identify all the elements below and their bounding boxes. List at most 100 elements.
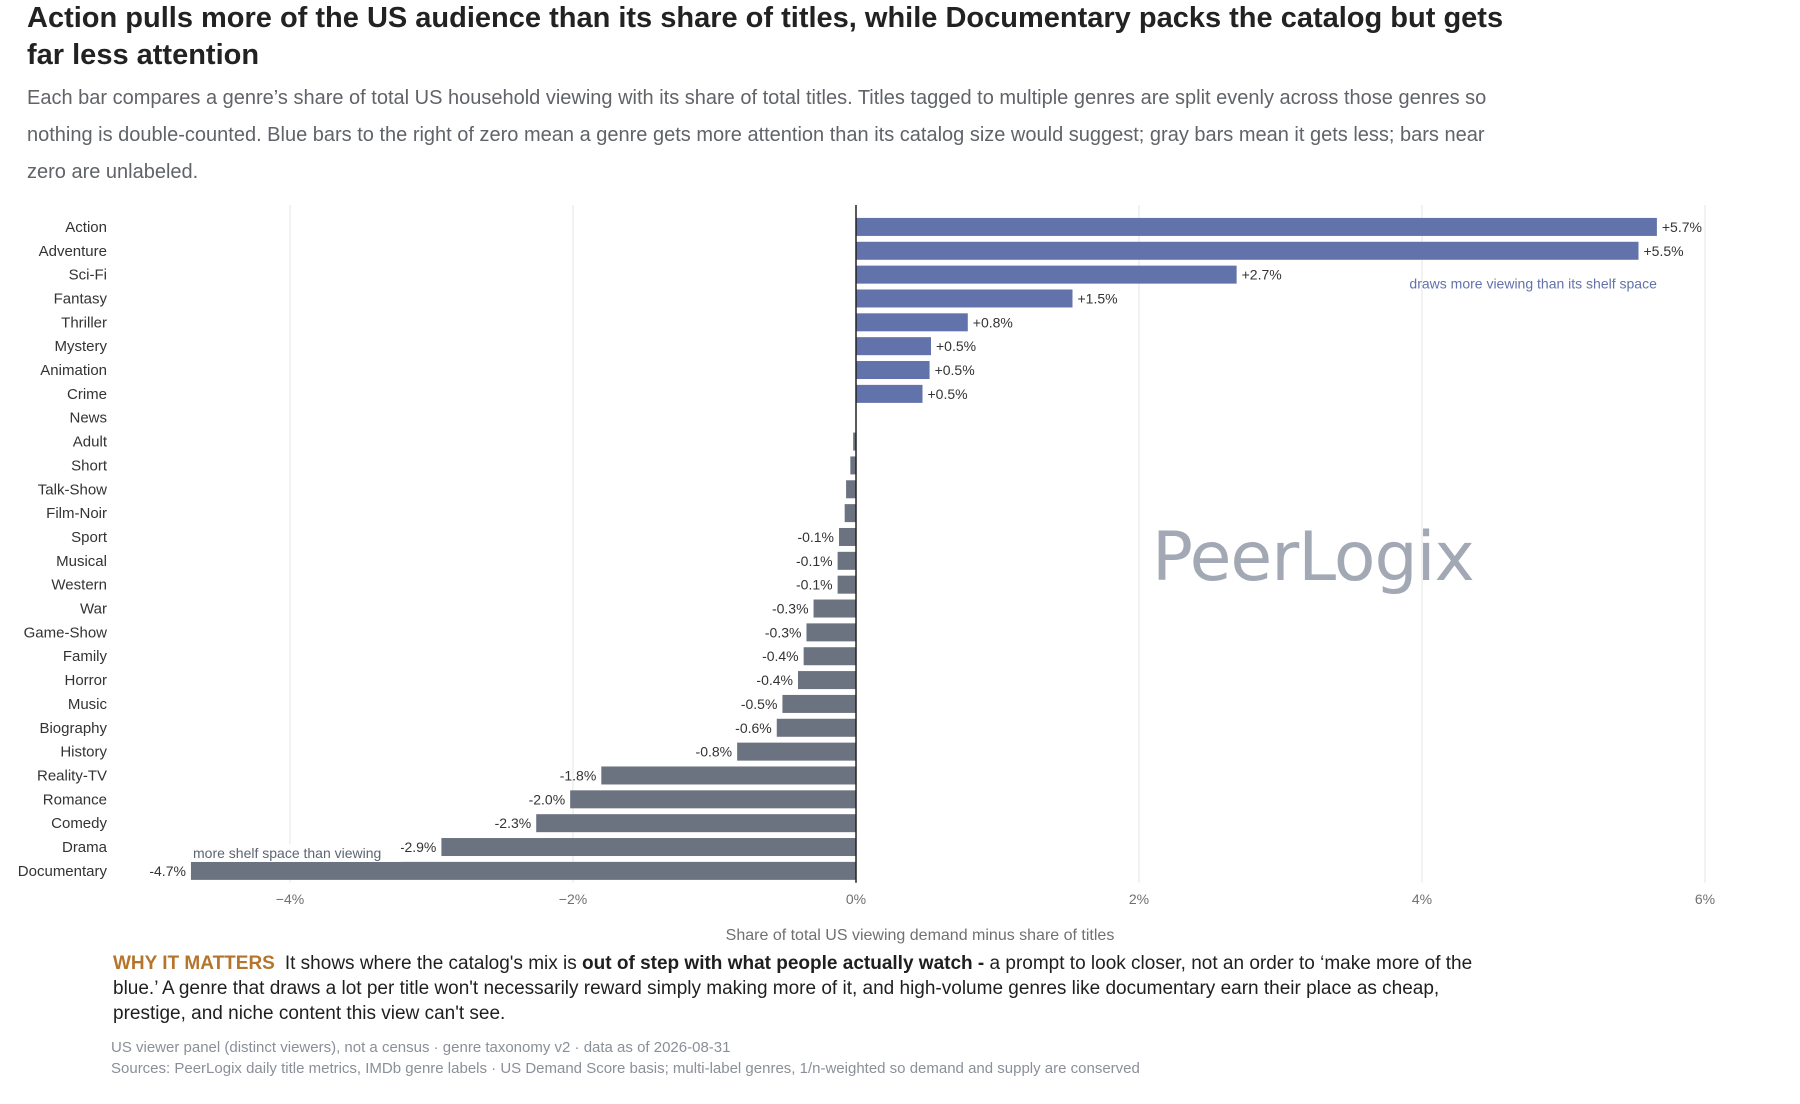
category-label: Thriller	[61, 314, 107, 331]
value-label: -0.3%	[765, 624, 802, 640]
value-label: -0.1%	[796, 553, 833, 569]
value-label: +2.7%	[1242, 267, 1282, 283]
category-label: Game-Show	[24, 624, 108, 641]
category-label: Western	[51, 577, 107, 594]
value-label: -2.3%	[495, 815, 532, 831]
value-label: +0.5%	[928, 386, 968, 402]
category-label: Romance	[43, 791, 107, 808]
watermark-logo: PeerLogix	[1152, 518, 1475, 597]
bar	[737, 742, 856, 761]
value-label: +0.5%	[935, 362, 975, 378]
chart-title: Action pulls more of the US audience tha…	[27, 2, 1504, 71]
why-text-before: It shows where the catalog's mix is	[284, 953, 583, 974]
bar	[797, 671, 856, 690]
why-text-bold: out of step with what people actually wa…	[582, 953, 985, 974]
category-label: Reality-TV	[37, 767, 107, 784]
value-label: -0.8%	[696, 744, 733, 760]
x-tick-label: 4%	[1412, 891, 1432, 907]
category-label: Action	[65, 219, 107, 236]
why-text-after: a prompt to look closer, not an order to…	[113, 953, 1473, 1024]
bar	[856, 217, 1657, 236]
why-it-matters-label: WHY IT MATTERS	[113, 953, 275, 974]
category-label: Talk-Show	[38, 481, 107, 498]
annotation-negative-background	[190, 843, 401, 862]
footer-note: US viewer panel (distinct viewers), not …	[111, 1039, 731, 1056]
value-label: -0.1%	[796, 577, 833, 593]
x-axis-label: Share of total US viewing demand minus s…	[726, 927, 1115, 944]
value-label: -2.0%	[529, 791, 566, 807]
x-tick-label: 0%	[846, 891, 866, 907]
value-label: -0.6%	[735, 720, 772, 736]
bar	[806, 623, 856, 642]
category-label: War	[80, 601, 107, 618]
bar	[856, 384, 923, 403]
bar	[782, 694, 856, 713]
value-label: -0.1%	[797, 529, 834, 545]
value-label: -0.3%	[772, 601, 809, 617]
footer-sources: Sources: PeerLogix daily title metrics, …	[111, 1060, 1140, 1077]
bar	[856, 313, 968, 332]
category-label: Biography	[39, 720, 107, 737]
bar	[856, 337, 931, 356]
category-label: News	[69, 410, 107, 427]
value-label: +0.5%	[936, 338, 976, 354]
category-label: Adult	[73, 434, 108, 451]
bar	[441, 838, 856, 857]
bar	[536, 814, 856, 833]
diverging-bar-chart: Action Adventure Sci-Fi Fantasy Thriller Myst…	[18, 205, 1715, 944]
bar	[776, 718, 856, 737]
gridlines	[289, 205, 1706, 883]
category-label: Comedy	[51, 815, 107, 832]
x-tick-label: 6%	[1695, 891, 1715, 907]
why-it-matters: WHY IT MATTERS It shows where the catalog…	[113, 951, 1493, 1026]
value-label: +1.5%	[1077, 290, 1117, 306]
bars	[190, 217, 1657, 880]
bar	[837, 551, 856, 570]
value-label: -2.9%	[400, 839, 437, 855]
chart-subtitle: Each bar compares a genre’s share of tot…	[27, 87, 1487, 183]
bar	[837, 575, 856, 594]
bar	[846, 480, 856, 499]
category-labels: Action Adventure Sci-Fi Fantasy Thriller Myst…	[18, 219, 108, 880]
annotation-negative: more shelf space than viewing	[193, 845, 381, 861]
bar	[570, 790, 856, 809]
x-tick-label: 2%	[1129, 891, 1149, 907]
category-label: Mystery	[55, 338, 108, 355]
value-label: -0.5%	[741, 696, 778, 712]
bar	[853, 432, 856, 451]
category-label: Sci-Fi	[69, 267, 107, 284]
category-label: Drama	[62, 839, 108, 856]
x-tick-labels: −4% −2% 0% 2% 4% 6%	[276, 891, 1715, 907]
x-tick-label: −2%	[559, 891, 587, 907]
bar	[813, 599, 856, 618]
bar	[856, 361, 930, 380]
category-label: Music	[68, 696, 108, 713]
category-label: Musical	[56, 553, 107, 570]
value-labels: +5.7% +5.5% +2.7% +1.5% +0.8% +0.5% +0.5% +0.5%…	[149, 219, 1702, 879]
bar	[856, 265, 1237, 284]
value-label: +5.5%	[1643, 243, 1683, 259]
value-label: -4.7%	[149, 863, 186, 879]
bar	[190, 861, 856, 880]
category-label: Horror	[64, 672, 107, 689]
value-label: -0.4%	[762, 648, 799, 664]
bar	[844, 504, 856, 523]
value-label: -0.4%	[756, 672, 793, 688]
category-label: History	[60, 744, 107, 761]
value-label: +5.7%	[1662, 219, 1702, 235]
bar	[839, 527, 856, 546]
category-label: Short	[71, 457, 108, 474]
bar	[803, 647, 856, 666]
bar	[856, 241, 1639, 260]
value-label: +0.8%	[973, 314, 1013, 330]
bar	[856, 289, 1073, 308]
bar	[601, 766, 856, 785]
category-label: Fantasy	[54, 290, 108, 307]
category-label: Family	[63, 648, 108, 665]
category-label: Film-Noir	[46, 505, 107, 522]
x-tick-label: −4%	[276, 891, 304, 907]
value-label: -1.8%	[560, 767, 597, 783]
bar	[850, 456, 856, 475]
category-label: Animation	[40, 362, 107, 379]
category-label: Crime	[67, 386, 107, 403]
